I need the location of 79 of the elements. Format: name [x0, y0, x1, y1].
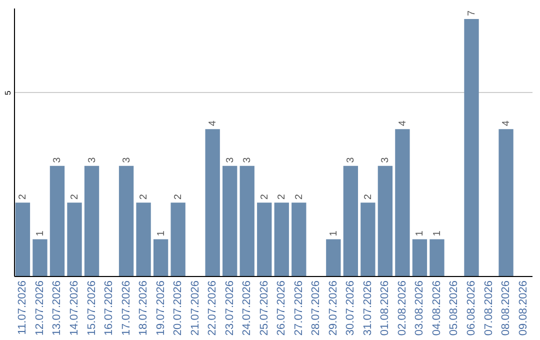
bar — [205, 129, 220, 276]
x-tick-label: 25.07.2026 — [258, 280, 270, 336]
x-tick-label: 13.07.2026 — [51, 280, 64, 336]
data-label: 2 — [70, 194, 80, 200]
x-tick-label: 21.07.2026 — [189, 280, 202, 336]
bar — [360, 202, 376, 276]
bar — [118, 166, 134, 276]
data-label: 2 — [259, 194, 270, 200]
bar — [32, 239, 48, 276]
x-tick-label: 08.08.2026 — [500, 280, 512, 336]
bar — [292, 202, 306, 276]
data-label: 3 — [346, 156, 357, 163]
data-label: 7 — [466, 10, 478, 16]
x-tick-label: 11.07.2026 — [16, 280, 29, 335]
data-label: 1 — [34, 230, 46, 236]
x-tick-label: 26.07.2026 — [276, 280, 288, 336]
data-label: 4 — [501, 120, 512, 126]
x-tick-label: 06.08.2026 — [466, 280, 478, 336]
x-tick-label: 23.07.2026 — [224, 280, 236, 336]
x-tick-label: 28.07.2026 — [310, 280, 322, 336]
data-label: 3 — [121, 156, 132, 163]
data-label: 1 — [156, 230, 167, 236]
data-label: 3 — [380, 156, 392, 163]
x-tick-label: 01.08.2026 — [379, 280, 392, 336]
x-tick-label: 30.07.2026 — [344, 280, 357, 336]
bar — [395, 129, 410, 276]
data-label: 1 — [432, 230, 443, 236]
x-tick-label: 07.08.2026 — [482, 280, 495, 336]
x-tick-label: 15.07.2026 — [86, 280, 98, 336]
bar — [498, 129, 514, 276]
x-tick-label: 19.07.2026 — [154, 280, 167, 336]
x-tick-label: 05.08.2026 — [448, 280, 460, 336]
bar — [326, 239, 341, 276]
data-label: 2 — [362, 194, 374, 200]
x-tick-label: 27.07.2026 — [292, 280, 305, 336]
data-label: 2 — [138, 194, 150, 200]
bar — [412, 239, 428, 276]
x-tick-label: 14.07.2026 — [68, 280, 80, 336]
bar — [343, 166, 358, 276]
bar — [464, 19, 479, 276]
data-label: 2 — [18, 194, 29, 200]
bar — [257, 202, 272, 276]
bar — [15, 202, 30, 276]
data-label: 4 — [208, 120, 219, 126]
bar — [274, 202, 289, 276]
x-tick-label: 04.08.2026 — [430, 280, 443, 336]
bar — [430, 239, 444, 276]
x-tick-label: 20.07.2026 — [172, 280, 184, 336]
y-tick-label: 5 — [4, 90, 12, 96]
x-tick-label: 09.08.2026 — [517, 280, 530, 336]
bar — [378, 166, 393, 276]
data-label: 2 — [173, 194, 184, 200]
bar — [50, 166, 65, 276]
bar — [240, 166, 254, 276]
data-label: 1 — [328, 230, 340, 236]
x-tick-label: 18.07.2026 — [138, 280, 150, 336]
data-label: 3 — [86, 156, 98, 163]
bar — [170, 202, 186, 276]
bar — [67, 202, 82, 276]
data-label: 1 — [414, 230, 426, 236]
x-tick-label: 16.07.2026 — [103, 280, 116, 336]
data-label: 3 — [224, 156, 236, 163]
x-tick-label: 24.07.2026 — [241, 280, 254, 336]
bar — [84, 166, 100, 276]
x-tick-label: 12.07.2026 — [34, 280, 46, 336]
x-tick-label: 02.08.2026 — [396, 280, 408, 336]
bar — [153, 239, 168, 276]
data-label: 2 — [276, 194, 288, 200]
data-label: 3 — [52, 156, 64, 163]
x-tick-label: 29.07.2026 — [327, 280, 340, 336]
data-label: 3 — [242, 156, 254, 163]
bar — [136, 202, 151, 276]
x-tick-label: 17.07.2026 — [120, 280, 132, 336]
bar — [222, 166, 238, 276]
x-tick-label: 22.07.2026 — [206, 280, 219, 336]
data-label: 4 — [397, 120, 408, 126]
data-label: 2 — [294, 194, 305, 200]
x-tick-label: 03.08.2026 — [414, 280, 426, 336]
x-tick-label: 31.07.2026 — [362, 280, 374, 336]
